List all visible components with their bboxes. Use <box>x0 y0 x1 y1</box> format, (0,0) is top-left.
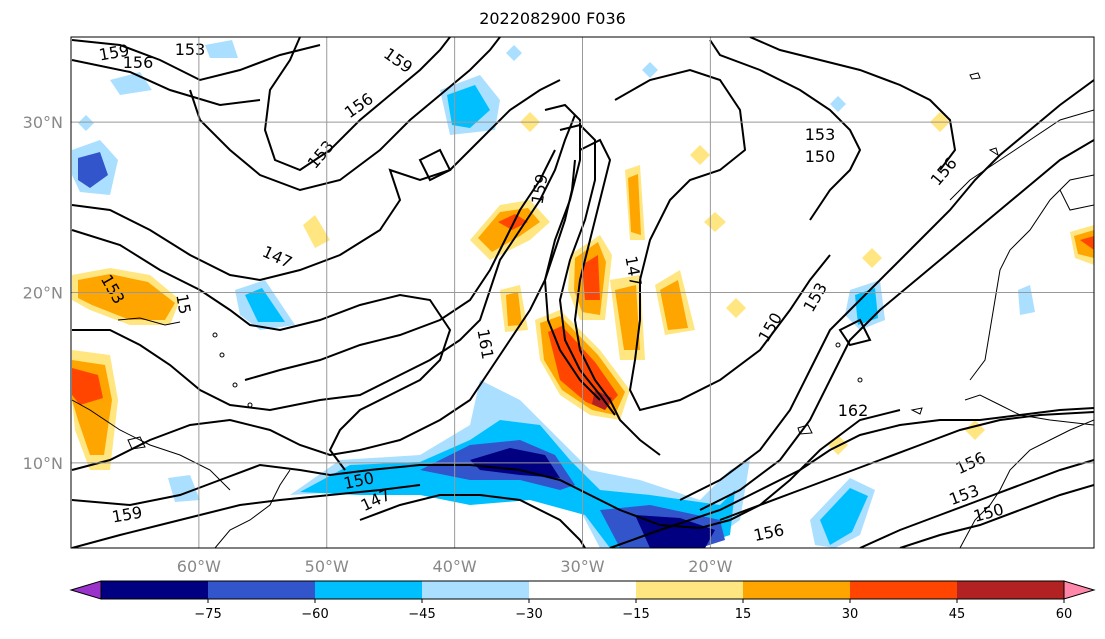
shade-orange-region <box>1074 230 1094 258</box>
colorbar-segment <box>850 581 957 599</box>
lat-tick-label: 10°N <box>23 454 63 473</box>
shade-cyan-region <box>820 488 868 545</box>
colorbar: −75−60−45−30−151530456075 <box>69 580 1096 622</box>
colorbar-tick-label: −30 <box>515 607 542 622</box>
contour-label: 153 <box>175 40 206 59</box>
colorbar-tick-label: −15 <box>622 607 649 622</box>
shade-cyan-region <box>447 85 490 128</box>
lon-tick-label: 30°W <box>560 557 604 576</box>
map-border <box>70 36 1095 549</box>
colorbar-segment <box>636 581 743 599</box>
shade-blue-diamond <box>642 62 658 78</box>
shade-red-region <box>72 368 103 405</box>
map-panel: 159 153 156 159 156 153 147 153 15 159 1… <box>71 37 1094 548</box>
colorbar-tick-label: −75 <box>194 607 221 622</box>
shade-orange-region <box>615 285 640 350</box>
colorbar-tick-label: −45 <box>408 607 435 622</box>
shade-cyan-region <box>245 288 285 322</box>
lon-tick-label: 20°W <box>688 557 732 576</box>
shade-blue-diamond <box>78 115 94 131</box>
colorbar-segment <box>208 581 315 599</box>
colorbar-extend-high <box>1063 580 1096 600</box>
shade-orange-region <box>628 174 641 235</box>
shade-mid-blue-region <box>78 152 108 188</box>
contour-label: 162 <box>838 401 869 420</box>
shade-blue-diamond <box>506 45 522 61</box>
colorbar-segment <box>743 581 850 599</box>
colorbar-segment <box>957 581 1064 599</box>
colorbar-tick-label: 30 <box>842 607 859 622</box>
shade-orange-region <box>506 292 522 326</box>
lat-tick-label: 30°N <box>23 113 63 132</box>
colorbar-tick-label: 15 <box>735 607 752 622</box>
shade-red-region <box>1080 236 1094 250</box>
lon-tick-label: 60°W <box>177 557 221 576</box>
contour-label: 150 <box>805 147 836 166</box>
latitude-tick-labels: 30°N 20°N 10°N <box>23 113 63 473</box>
colorbar-segment <box>422 581 529 599</box>
colorbar-segment <box>101 581 208 599</box>
contour-label: 153 <box>805 125 836 144</box>
shade-yellow-diamond <box>726 298 746 318</box>
colorbar-outline <box>100 580 1065 600</box>
colorbar-tick-label: −60 <box>301 607 328 622</box>
colorbar-segment <box>315 581 422 599</box>
shade-yellow-region <box>303 215 330 248</box>
contour-label: 156 <box>123 53 154 72</box>
shade-cyan-region <box>855 288 878 325</box>
gridlines <box>71 37 1094 548</box>
colorbar-tick-label: 45 <box>949 607 966 622</box>
lon-tick-label: 50°W <box>305 557 349 576</box>
colorbar-extend-low <box>69 580 102 600</box>
shade-blue-diamond <box>830 96 846 112</box>
colorbar-tick-label: 60 <box>1056 607 1073 622</box>
lat-tick-label: 20°N <box>23 284 63 303</box>
longitude-tick-labels: 60°W 50°W 40°W 30°W 20°W <box>177 557 733 576</box>
shade-yellow-diamond <box>862 248 882 268</box>
shade-yellow-diamond <box>704 212 726 232</box>
colorbar-segment <box>529 581 636 599</box>
coastlines <box>71 72 1094 548</box>
shade-orange-region <box>78 274 175 320</box>
height-contours <box>71 37 1094 548</box>
lon-tick-label: 40°W <box>433 557 477 576</box>
map-title: 2022082900 F036 <box>479 9 626 28</box>
shade-red-region <box>582 255 600 300</box>
contour-label: 15 <box>172 292 194 315</box>
shade-yellow-diamond <box>690 145 710 165</box>
shade-blue-region <box>205 40 238 58</box>
